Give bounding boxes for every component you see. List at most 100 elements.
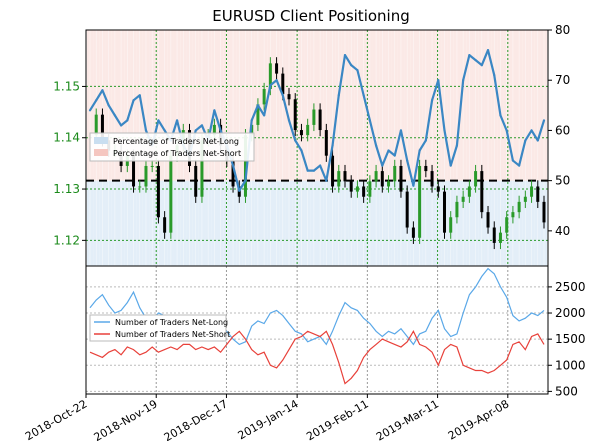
- candle-body: [517, 201, 521, 213]
- candle-body: [163, 217, 167, 233]
- candle-body: [299, 130, 303, 136]
- candle-body: [411, 227, 415, 238]
- net-long-pct-segment: [524, 129, 533, 142]
- price-panel: 1.15 1.14 1.13 1.12 80 70 60 50 40 Percentage o…: [53, 23, 570, 267]
- net-long-pct-segment: [194, 124, 204, 132]
- net-long-pct-segment: [399, 129, 409, 162]
- net-long-pct-segment: [424, 99, 434, 142]
- count-legend-box: [89, 314, 227, 342]
- candle-body: [212, 124, 216, 136]
- candle-body: [94, 114, 98, 136]
- count-legend-label-short: Number of Traders Net-Short: [115, 330, 230, 339]
- date-tick-label: 2018-Oct-22: [23, 397, 89, 441]
- candle-body: [268, 63, 272, 89]
- price-tick-label: 1.13: [53, 182, 80, 196]
- net-long-pct-segment: [387, 149, 396, 157]
- date-tick-label: 2019-Jan-14: [236, 397, 301, 441]
- candle-body: [156, 165, 160, 218]
- candle-body: [380, 171, 384, 187]
- net-long-pct-segment: [374, 144, 384, 167]
- net-long-pct-segment: [362, 94, 371, 122]
- candle-body: [306, 124, 310, 136]
- candle-body: [337, 171, 341, 187]
- net-long-pct-segment: [88, 99, 98, 112]
- candle-body: [100, 114, 104, 141]
- net-long-pct-segment: [530, 129, 539, 142]
- candle-body: [455, 201, 459, 218]
- net-long-pct-segment: [269, 79, 278, 87]
- net-long-pct-segment: [275, 79, 284, 97]
- net-long-pct-segment: [132, 94, 141, 102]
- candle-body: [505, 217, 509, 233]
- net-long-pct-segment: [213, 109, 222, 132]
- positioning-shading: [86, 30, 548, 266]
- net-long-pct-segment: [300, 149, 309, 172]
- candle-body: [492, 227, 496, 243]
- candle-body: [132, 155, 136, 187]
- trader-count-panel: 2500 2000 1500 1000 500 Number of Traders Ne…: [85, 265, 586, 398]
- candle-body: [331, 155, 335, 187]
- net-long-pct-segment: [486, 48, 496, 77]
- net-long-pct-segment: [350, 64, 359, 72]
- candle-body: [486, 212, 490, 228]
- candle-body: [368, 181, 372, 197]
- date-tick-label: 2019-Feb-11: [304, 397, 371, 441]
- price-axis-ticks: 1.15 1.14 1.13 1.12: [53, 79, 86, 247]
- price-tick-label: 1.14: [53, 131, 80, 145]
- net-long-pct-segment: [536, 119, 546, 142]
- net-long-pct-segment: [518, 139, 527, 167]
- count-tick-label: 1000: [555, 358, 586, 372]
- legend-label-net-short: Percentage of Traders Net-Short: [113, 149, 241, 158]
- net-long-pct-segment: [430, 79, 440, 102]
- candle-body: [405, 191, 409, 228]
- candle-body: [144, 165, 148, 187]
- count-tick-label: 500: [555, 384, 578, 398]
- net-long-pct-segment: [331, 94, 340, 147]
- net-long-pct-segment: [449, 144, 459, 167]
- price-tick-label: 1.15: [53, 79, 80, 93]
- pct-tick-label: 40: [555, 224, 570, 238]
- candle-body: [243, 135, 247, 197]
- candle-body: [530, 186, 534, 197]
- count-legend-label-long: Number of Traders Net-Long: [115, 318, 228, 327]
- legend-label-net-long: Percentage of Traders Net-Long: [113, 137, 239, 146]
- date-axis-ticks: 2018-Oct-22 2018-Nov-19 2018-Dec-17 2019-Ja…: [23, 394, 511, 441]
- net-long-pct-segment: [499, 114, 508, 132]
- net-long-pct-segment: [406, 159, 415, 187]
- net-long-pct-segment: [368, 119, 378, 147]
- net-long-pct-segment: [312, 164, 322, 172]
- net-long-pct-segment: [263, 84, 272, 117]
- candle-body: [393, 165, 397, 182]
- candle-body: [511, 212, 515, 218]
- net-long-pct-segment: [437, 79, 446, 132]
- pct-tick-label: 50: [555, 174, 570, 188]
- price-panel-legend: Percentage of Traders Net-Long Percentag…: [89, 132, 255, 162]
- candle-body: [275, 63, 279, 74]
- candle-body: [194, 165, 198, 197]
- net-long-pct-segment: [505, 129, 515, 162]
- net-long-pct-segment: [126, 99, 135, 122]
- count-tick-label: 2000: [555, 306, 586, 320]
- net-long-pct-segment: [474, 59, 483, 67]
- net-long-pct-segment: [250, 104, 260, 122]
- trader-count-legend: Number of Traders Net-Long Number of Tra…: [89, 314, 230, 342]
- price-tick-label: 1.12: [53, 233, 80, 247]
- candle-body: [449, 217, 453, 233]
- candle-body: [461, 196, 465, 202]
- candle-body: [343, 171, 347, 182]
- candle-body: [467, 186, 471, 197]
- trader-count-frame: [85, 265, 549, 395]
- pct-tick-label: 80: [555, 23, 570, 37]
- net-long-pct-segment: [455, 79, 465, 147]
- net-long-pct-segment: [281, 94, 291, 122]
- candle-body: [387, 181, 391, 187]
- net-long-pct-segment: [95, 89, 104, 102]
- net-long-pct-segment: [337, 54, 347, 97]
- net-short-count-line: [89, 330, 545, 385]
- candle-body: [399, 165, 403, 192]
- net-long-pct-segment: [412, 149, 421, 187]
- candle-body: [138, 186, 142, 188]
- trader-count-axis-ticks: 2500 2000 1500 1000 500: [548, 280, 586, 398]
- pct-tick-label: 70: [555, 73, 570, 87]
